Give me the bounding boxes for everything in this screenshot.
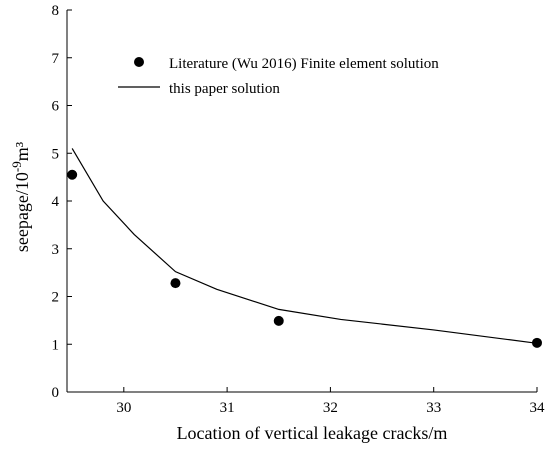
y-axis-label-main: seepage/10	[12, 172, 32, 252]
y-axis-label: seepage/10-9m³	[9, 141, 32, 252]
y-tick-label: 0	[52, 385, 60, 401]
y-tick-label: 6	[52, 99, 60, 115]
y-tick-label: 7	[52, 51, 60, 67]
x-axis-ticks: 30 31 32 33 34	[116, 387, 545, 416]
x-tick-label: 30	[116, 400, 131, 416]
data-point-literature	[67, 169, 78, 180]
y-tick-label: 5	[52, 146, 60, 162]
x-tick-label: 31	[220, 400, 235, 416]
y-tick-label: 2	[52, 290, 60, 306]
x-tick-label: 32	[323, 400, 338, 416]
data-point-literature	[170, 278, 181, 289]
legend: Literature (Wu 2016) Finite element solu…	[118, 56, 439, 97]
data-point-literature	[532, 337, 542, 348]
x-tick-label: 34	[530, 400, 546, 416]
legend-marker-literature	[134, 57, 144, 67]
x-axis-label: Location of vertical leakage cracks/m	[177, 423, 448, 443]
line-series	[71, 148, 538, 344]
y-tick-label: 3	[52, 242, 60, 258]
y-axis-ticks: 0 1 2 3 4 5 6 7 8	[52, 3, 72, 401]
y-tick-label: 8	[52, 3, 60, 19]
data-point-literature	[273, 315, 284, 326]
y-tick-label: 4	[52, 194, 60, 210]
legend-label-literature: Literature (Wu 2016) Finite element solu…	[169, 56, 439, 72]
point-series	[67, 169, 542, 348]
y-tick-label: 1	[52, 337, 60, 353]
legend-label-this-paper: this paper solution	[169, 81, 280, 97]
x-tick-label: 33	[426, 400, 441, 416]
y-axis-label-unit: m³	[12, 141, 32, 161]
y-axis-label-exponent: -9	[9, 161, 24, 172]
series-line-this-paper	[71, 148, 538, 344]
